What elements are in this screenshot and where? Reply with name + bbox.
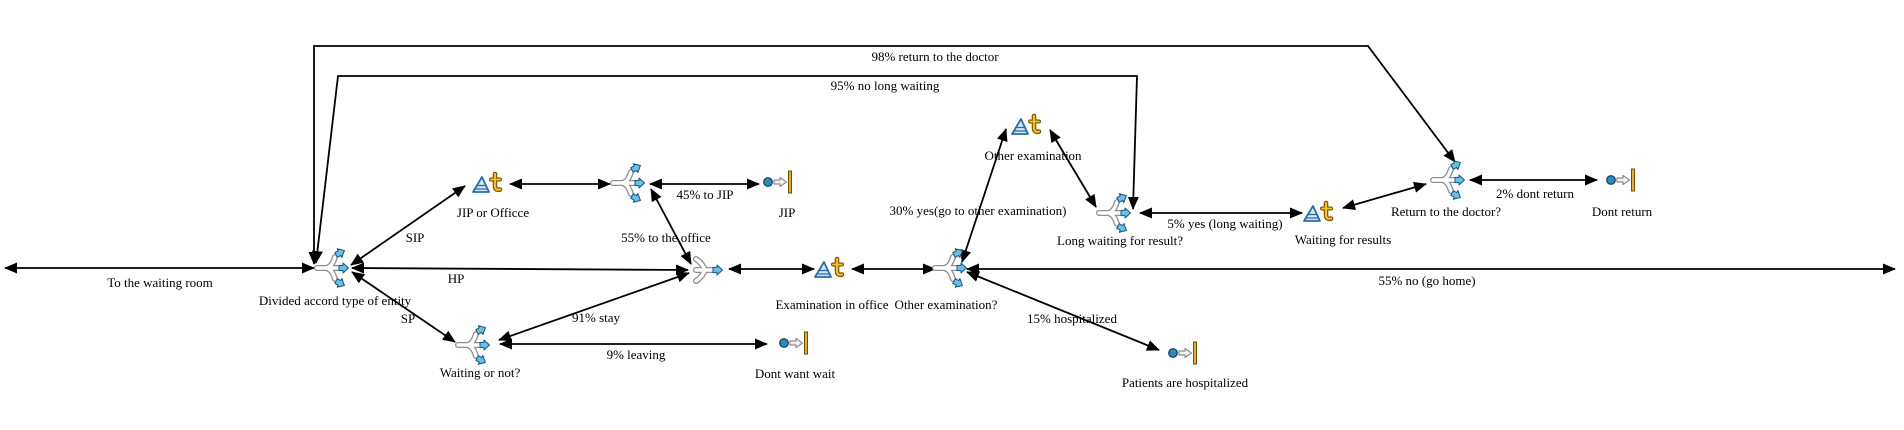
branch-block-long-wait-question[interactable] xyxy=(1099,191,1131,235)
exit-block-jip[interactable] xyxy=(763,170,793,194)
connector-hp[interactable] xyxy=(351,262,689,276)
activity-block-exam-office[interactable] xyxy=(815,259,842,277)
connector-sp[interactable] xyxy=(351,271,456,343)
edge-label-sp: SP xyxy=(400,311,416,326)
exit-block-dont-return[interactable] xyxy=(1606,168,1636,192)
node-label-long-wait-question: Long waiting for result? xyxy=(1057,233,1183,248)
node-label-exit-dont-want-wait: Dont want wait xyxy=(754,366,836,381)
edge-label-45-to-jip: 45% to JIP xyxy=(676,187,734,202)
edge-label-5-yes-long-waiting: 5% yes (long waiting) xyxy=(1167,216,1283,231)
connector-91-stay[interactable] xyxy=(498,271,690,342)
merge-block[interactable] xyxy=(696,259,723,281)
node-label-entity-split: Divided accord type of entity xyxy=(258,293,412,308)
node-label-return-doctor-question: Return to the doctor? xyxy=(1390,204,1502,219)
node-label-exit-jip: JIP xyxy=(778,205,796,220)
activity-block-waiting-results[interactable] xyxy=(1304,203,1331,221)
node-label-other-exam: Other examination xyxy=(984,148,1082,163)
edge-label-30-yes: 30% yes(go to other examination) xyxy=(889,203,1067,218)
connector-95-no-long-waiting[interactable] xyxy=(311,75,1139,264)
edge-label-55-to-office: 55% to the office xyxy=(621,230,711,245)
node-label-jip-or-office: JIP or Officce xyxy=(456,205,530,220)
branch-block-waiting-or-not[interactable] xyxy=(458,323,490,367)
edge-label-55-no-go-home: 55% no (go home) xyxy=(1378,273,1476,288)
edge-label-15-hospitalized: 15% hospitalized xyxy=(1027,311,1117,326)
branch-block-jip-split[interactable] xyxy=(613,161,645,205)
edge-label-95-no-long-waiting: 95% no long waiting xyxy=(830,78,940,93)
edge-label-98-return: 98% return to the doctor xyxy=(871,49,999,64)
activity-block-jip-or-office[interactable] xyxy=(473,174,500,192)
node-label-waiting-results: Waiting for results xyxy=(1294,232,1392,247)
edge-label-9-leaving: 9% leaving xyxy=(606,347,666,362)
branch-block-return-doctor-question[interactable] xyxy=(1433,158,1465,202)
connector-otherexam-to-longwait[interactable] xyxy=(1049,129,1097,208)
edge-label-to-waiting-room: To the waiting room xyxy=(107,275,213,290)
connector-15-hospitalized[interactable] xyxy=(966,271,1160,351)
node-label-exit-hospitalized: Patients are hospitalized xyxy=(1121,375,1249,390)
exit-block-hospitalized[interactable] xyxy=(1168,341,1198,365)
node-label-waiting-or-not: Waiting or not? xyxy=(439,365,521,380)
connector-98-return-to-doctor[interactable] xyxy=(308,45,1456,265)
edge-label-2-dont-return: 2% dont return xyxy=(1496,186,1574,201)
node-label-other-exam-question: Other examination? xyxy=(894,297,998,312)
node-label-exit-dont-return: Dont return xyxy=(1591,204,1653,219)
node-label-exam-office: Examination in office xyxy=(775,297,889,312)
connector-sip[interactable] xyxy=(350,185,466,266)
exit-block-dont-want-wait[interactable] xyxy=(779,331,809,355)
edge-label-91-stay: 91% stay xyxy=(571,310,621,325)
branch-block-entity-split[interactable] xyxy=(317,246,349,290)
branch-block-other-exam-question[interactable] xyxy=(935,246,967,290)
edge-label-sip: SIP xyxy=(405,230,425,245)
activity-block-other-exam[interactable] xyxy=(1012,116,1039,134)
edge-label-hp: HP xyxy=(447,271,465,286)
